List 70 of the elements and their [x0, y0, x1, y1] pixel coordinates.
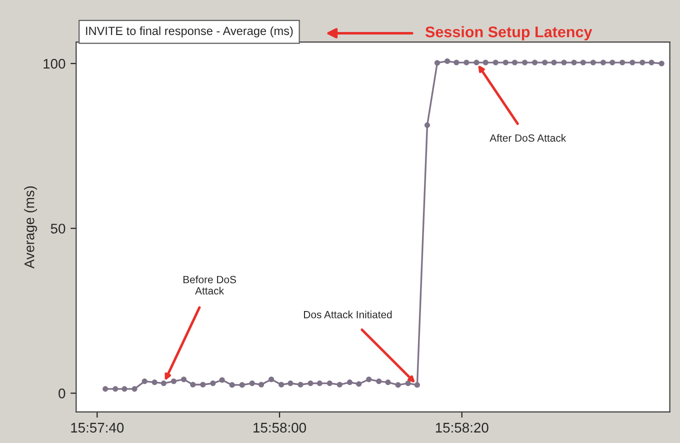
point: [336, 382, 342, 388]
y-tick-label: 0: [58, 388, 66, 398]
point: [200, 382, 206, 388]
point: [298, 382, 304, 388]
point: [142, 378, 148, 384]
point: [288, 380, 294, 386]
point: [414, 382, 420, 388]
point: [326, 380, 332, 386]
x-tick-label: 15:57:40: [71, 422, 124, 433]
point: [346, 380, 353, 386]
point: [464, 60, 470, 66]
point: [482, 60, 488, 66]
point: [229, 382, 235, 388]
point: [405, 380, 411, 386]
point: [308, 380, 314, 386]
point: [160, 380, 166, 386]
point: [474, 60, 480, 66]
point: [210, 380, 216, 386]
y-tick-label: 50: [50, 224, 66, 234]
x-tick-label: 15:58:00: [254, 422, 306, 433]
point: [434, 60, 440, 66]
point: [648, 60, 654, 66]
point: [376, 378, 382, 384]
point: [170, 378, 176, 384]
point: [444, 58, 450, 64]
point: [658, 60, 664, 66]
annotation: After DoS Attack: [490, 134, 566, 142]
point: [551, 60, 557, 66]
point: [249, 380, 255, 386]
point: [512, 60, 518, 66]
point: [356, 381, 362, 387]
point: [258, 382, 264, 388]
x-tick-label: 15:58:20: [436, 422, 488, 433]
chart-title: INVITE to final response - Average (ms): [86, 26, 293, 38]
point: [395, 382, 401, 388]
point: [640, 60, 646, 66]
point: [122, 386, 128, 392]
point: [268, 376, 274, 382]
point: [522, 60, 528, 66]
point: [112, 386, 118, 392]
point: [542, 60, 548, 66]
point: [219, 377, 225, 383]
point: [620, 60, 626, 66]
point: [366, 376, 372, 382]
point: [180, 376, 187, 382]
point: [502, 60, 508, 66]
point: [239, 382, 245, 388]
point: [152, 380, 158, 386]
point: [590, 60, 596, 66]
point: [571, 60, 577, 66]
point: [102, 386, 108, 392]
point: [454, 60, 460, 66]
point: [132, 386, 138, 392]
point: [561, 60, 567, 66]
point: [610, 60, 616, 66]
point: [580, 60, 586, 66]
annotation: Dos Attack Initiated: [304, 310, 392, 318]
point: [600, 60, 606, 66]
point: [532, 60, 538, 66]
y-axis-title: Average (ms): [24, 186, 38, 269]
point: [424, 122, 430, 128]
point: [630, 60, 636, 66]
point: [316, 380, 322, 386]
point: [385, 380, 391, 386]
annotation: Before DoS Attack: [183, 276, 236, 294]
point: [278, 382, 284, 388]
text: Session Setup Latency: [425, 26, 592, 40]
point: [190, 382, 196, 388]
y-tick-label: 100: [44, 58, 66, 69]
point: [492, 60, 498, 66]
